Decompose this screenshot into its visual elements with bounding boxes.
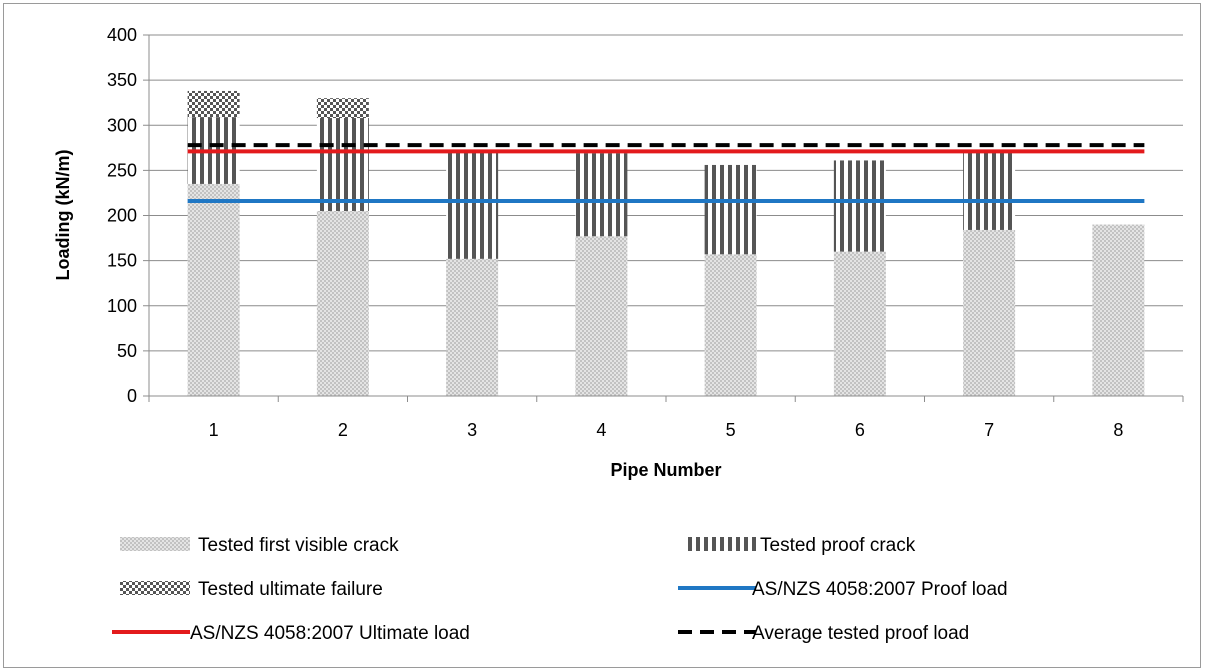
x-tick-label: 8: [1113, 420, 1123, 440]
x-tick-label: 7: [984, 420, 994, 440]
x-tick-label: 1: [209, 420, 219, 440]
bar-segment: [833, 160, 886, 252]
x-tick-label: 3: [467, 420, 477, 440]
y-tick-label: 300: [107, 115, 137, 135]
legend-swatch: [120, 581, 190, 595]
y-axis-title: Loading (kN/m): [53, 150, 73, 281]
legend-item: Tested ultimate failure: [120, 579, 383, 600]
bar-segment: [316, 118, 369, 211]
legend-label: Tested first visible crack: [198, 535, 399, 556]
x-tick-label: 6: [855, 420, 865, 440]
legend-label: Average tested proof load: [752, 623, 969, 644]
y-tick-label: 400: [107, 25, 137, 45]
x-tick-label: 4: [596, 420, 606, 440]
bar-segment: [187, 90, 240, 118]
y-tick-label: 0: [127, 386, 137, 406]
bar-segment: [704, 254, 757, 396]
legend-item: Average tested proof load: [678, 623, 969, 644]
y-tick-label: 100: [107, 296, 137, 316]
legend-label: Tested ultimate failure: [198, 579, 383, 600]
legend-item: AS/NZS 4058:2007 Ultimate load: [112, 623, 470, 644]
legend-item: AS/NZS 4058:2007 Proof load: [678, 579, 1008, 600]
x-tick-label: 5: [726, 420, 736, 440]
legend-swatch: [686, 537, 756, 551]
legend-label: AS/NZS 4058:2007 Ultimate load: [190, 623, 470, 644]
bar-segment: [963, 229, 1016, 396]
bar-segment: [316, 98, 369, 119]
y-tick-label: 150: [107, 251, 137, 271]
legend-swatch: [120, 537, 190, 551]
legend-item: Tested proof crack: [686, 535, 916, 556]
bar-segment: [575, 236, 628, 396]
x-axis-title: Pipe Number: [610, 460, 721, 480]
legend-label: AS/NZS 4058:2007 Proof load: [752, 579, 1008, 600]
x-tick-label: 2: [338, 420, 348, 440]
bar-segment: [704, 164, 757, 255]
bar-segment: [187, 183, 240, 396]
bar-segment: [446, 258, 499, 396]
bar-segment: [1092, 224, 1145, 396]
y-tick-label: 200: [107, 206, 137, 226]
bar-segment: [833, 251, 886, 396]
legend-item: Tested first visible crack: [120, 535, 399, 556]
bar-segment: [446, 152, 499, 259]
bar-segment: [575, 153, 628, 237]
y-tick-label: 350: [107, 70, 137, 90]
bar-segment: [316, 210, 369, 396]
bar-segment: [963, 152, 1016, 230]
y-tick-label: 250: [107, 160, 137, 180]
legend-label: Tested proof crack: [760, 535, 916, 556]
y-tick-label: 50: [117, 341, 137, 361]
